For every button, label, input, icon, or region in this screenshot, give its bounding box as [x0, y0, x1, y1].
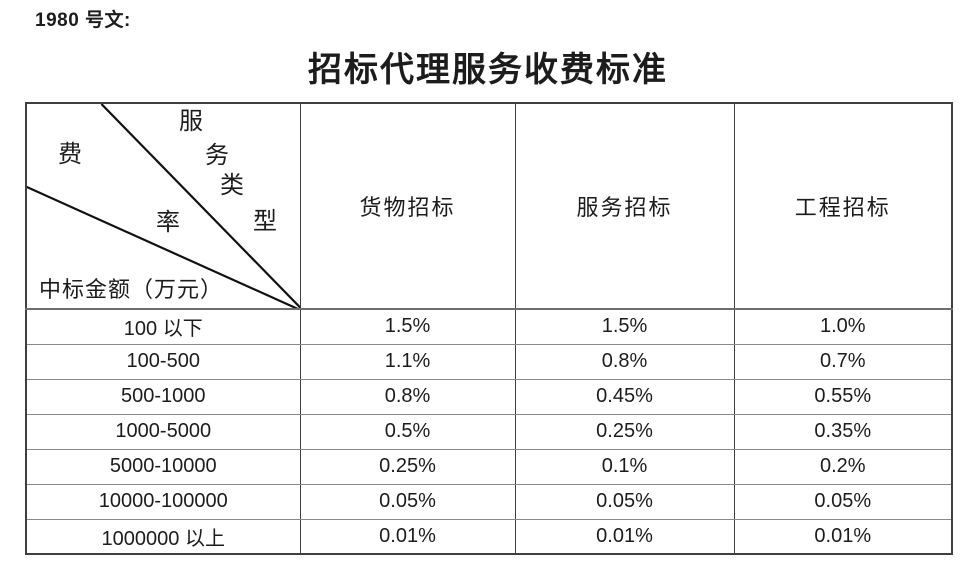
fee-cell: 1.1%	[299, 343, 516, 380]
row-label: 1000000 以上	[25, 518, 301, 555]
fee-cell: 0.5%	[299, 413, 516, 450]
table-row: 5000-10000 0.25% 0.1% 0.2%	[25, 448, 953, 485]
corner-service-type-char: 型	[253, 209, 277, 235]
fee-cell: 0.8%	[514, 343, 735, 380]
table-header-row: 服 务 类 型 费 率 中标金额（万元） 货物招标 服务招标 工程招标	[25, 102, 953, 310]
corner-service-type-char: 服	[179, 109, 203, 135]
fee-cell: 0.55%	[733, 378, 953, 415]
table-row: 500-1000 0.8% 0.45% 0.55%	[25, 378, 953, 415]
row-label: 100-500	[25, 343, 301, 380]
fee-cell: 0.8%	[299, 378, 516, 415]
fee-cell: 0.05%	[299, 483, 516, 520]
table-corner-cell: 服 务 类 型 费 率 中标金额（万元）	[25, 102, 301, 310]
corner-service-type-char: 务	[205, 143, 229, 169]
column-header-engineering: 工程招标	[733, 102, 953, 310]
row-label: 5000-10000	[25, 448, 301, 485]
column-header-services: 服务招标	[514, 102, 735, 310]
table-row: 1000000 以上 0.01% 0.01% 0.01%	[25, 518, 953, 555]
corner-service-type-char: 类	[220, 173, 244, 199]
column-header-goods: 货物招标	[299, 102, 516, 310]
fee-cell: 0.05%	[514, 483, 735, 520]
fee-cell: 0.05%	[733, 483, 953, 520]
fee-cell: 0.35%	[733, 413, 953, 450]
table-row: 10000-100000 0.05% 0.05% 0.05%	[25, 483, 953, 520]
fee-cell: 0.45%	[514, 378, 735, 415]
row-label: 500-1000	[25, 378, 301, 415]
table-row: 100 以下 1.5% 1.5% 1.0%	[25, 308, 953, 345]
fee-cell: 1.0%	[733, 308, 953, 345]
doc-ref-label: 1980 号文:	[35, 10, 131, 31]
fee-cell: 0.01%	[299, 518, 516, 555]
corner-fee-rate-char: 费	[58, 142, 82, 168]
corner-amount-label: 中标金额（万元）	[39, 277, 224, 302]
fee-cell: 0.25%	[514, 413, 735, 450]
fee-cell: 0.25%	[299, 448, 516, 485]
fee-cell: 1.5%	[514, 308, 735, 345]
row-label: 10000-100000	[25, 483, 301, 520]
table-row: 100-500 1.1% 0.8% 0.7%	[25, 343, 953, 380]
fee-cell: 0.01%	[514, 518, 735, 555]
fee-cell: 0.2%	[733, 448, 953, 485]
row-label: 100 以下	[25, 308, 301, 345]
fee-cell: 0.7%	[733, 343, 953, 380]
fee-cell: 1.5%	[299, 308, 516, 345]
diagonal-divider-lines	[27, 104, 299, 307]
fee-cell: 0.01%	[733, 518, 953, 555]
page-title: 招标代理服务收费标准	[308, 52, 668, 89]
fee-cell: 0.1%	[514, 448, 735, 485]
row-label: 1000-5000	[25, 413, 301, 450]
corner-fee-rate-char: 率	[156, 210, 180, 236]
table-row: 1000-5000 0.5% 0.25% 0.35%	[25, 413, 953, 450]
fee-standard-table: 服 务 类 型 费 率 中标金额（万元） 货物招标 服务招标 工程招标 100 …	[25, 102, 953, 555]
